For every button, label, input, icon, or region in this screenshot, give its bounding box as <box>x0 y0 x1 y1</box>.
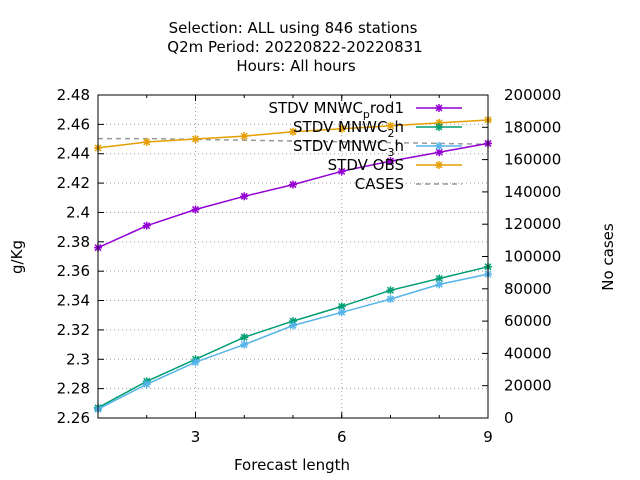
grid-lines <box>98 95 488 418</box>
plot-series <box>94 115 492 414</box>
legend-item: CASES <box>355 175 462 193</box>
legend-label: STDV OBS <box>328 156 404 174</box>
series-line <box>97 273 489 410</box>
y2-tick-label: 120000 <box>504 215 561 233</box>
legend-label: CASES <box>355 175 404 193</box>
data-point <box>240 333 249 342</box>
data-point <box>142 380 151 389</box>
data-point <box>289 321 297 330</box>
data-point <box>337 124 346 133</box>
data-point <box>435 123 443 131</box>
y2-tick-label: 160000 <box>504 151 561 169</box>
data-point <box>386 295 395 304</box>
data-point <box>386 121 395 130</box>
legend-label: STDV MNWC3h <box>293 137 404 159</box>
y2-tick-label: 20000 <box>504 377 552 395</box>
y-tick-label: 2.26 <box>57 409 90 427</box>
title-line-3: Hours: All hours <box>236 57 355 75</box>
series-line <box>97 142 489 249</box>
y2-tick-label: 60000 <box>504 312 552 330</box>
legend-item: STDV MNWC2h <box>293 118 462 140</box>
legend-label: STDV MNWC2h <box>293 118 404 140</box>
y-tick-label: 2.48 <box>57 86 90 104</box>
x-tick-label: 9 <box>483 428 493 446</box>
title-line-2: Q2m Period: 20220822-20220831 <box>167 38 422 56</box>
data-point <box>435 142 443 150</box>
data-point <box>191 135 200 144</box>
data-point <box>142 221 151 230</box>
data-point <box>191 358 200 367</box>
y-tick-label: 2.46 <box>57 115 90 133</box>
y-tick-label: 2.44 <box>57 145 90 163</box>
y-tick-label: 2.3 <box>66 350 90 368</box>
y2-tick-label: 80000 <box>504 280 552 298</box>
data-point <box>337 308 346 317</box>
x-axis-label: Forecast length <box>234 456 350 474</box>
y2-tick-label: 40000 <box>504 344 552 362</box>
legend-item: STDV MNWC3h <box>293 137 462 159</box>
legend-label: STDV MNWCprod1 <box>268 99 404 121</box>
data-point <box>435 161 443 169</box>
y2-tick-label: 180000 <box>504 118 561 136</box>
data-point <box>337 167 346 176</box>
data-point <box>386 157 395 166</box>
y-tick-label: 2.34 <box>57 292 90 310</box>
data-point <box>386 286 395 295</box>
data-point <box>289 180 297 189</box>
y-tick-label: 2.42 <box>57 174 90 192</box>
y-axis-label: g/Kg <box>8 240 26 274</box>
chart-title: Selection: ALL using 846 stations Q2m Pe… <box>167 19 422 75</box>
y2-tick-label: 0 <box>504 409 514 427</box>
data-point <box>289 127 297 136</box>
y2-tick-label: 100000 <box>504 248 561 266</box>
y-tick-label: 2.28 <box>57 380 90 398</box>
data-point <box>240 192 249 201</box>
x-tick-label: 3 <box>191 428 201 446</box>
data-point <box>435 104 443 112</box>
data-point <box>435 274 444 283</box>
data-point <box>191 205 200 214</box>
y-tick-label: 2.38 <box>57 233 90 251</box>
legend-item: STDV OBS <box>328 156 462 174</box>
data-point <box>240 340 249 349</box>
data-point <box>142 137 151 146</box>
legend-item: STDV MNWCprod1 <box>268 99 462 121</box>
data-point <box>240 132 249 141</box>
x-tick-label: 6 <box>337 428 347 446</box>
data-point <box>435 280 444 289</box>
axis-ticks: 2.26 2.28 2.3 2.32 2.34 2.36 2.38 2.4 2.42 2.44 2.… <box>57 86 562 446</box>
y2-tick-label: 200000 <box>504 86 561 104</box>
series-line <box>98 137 489 146</box>
y2-axis-label: No cases <box>599 223 617 291</box>
title-line-1: Selection: ALL using 846 stations <box>169 19 418 37</box>
y-tick-label: 2.36 <box>57 262 90 280</box>
y-tick-label: 2.4 <box>66 203 90 221</box>
y2-tick-label: 140000 <box>504 183 561 201</box>
y-tick-label: 2.32 <box>57 321 90 339</box>
